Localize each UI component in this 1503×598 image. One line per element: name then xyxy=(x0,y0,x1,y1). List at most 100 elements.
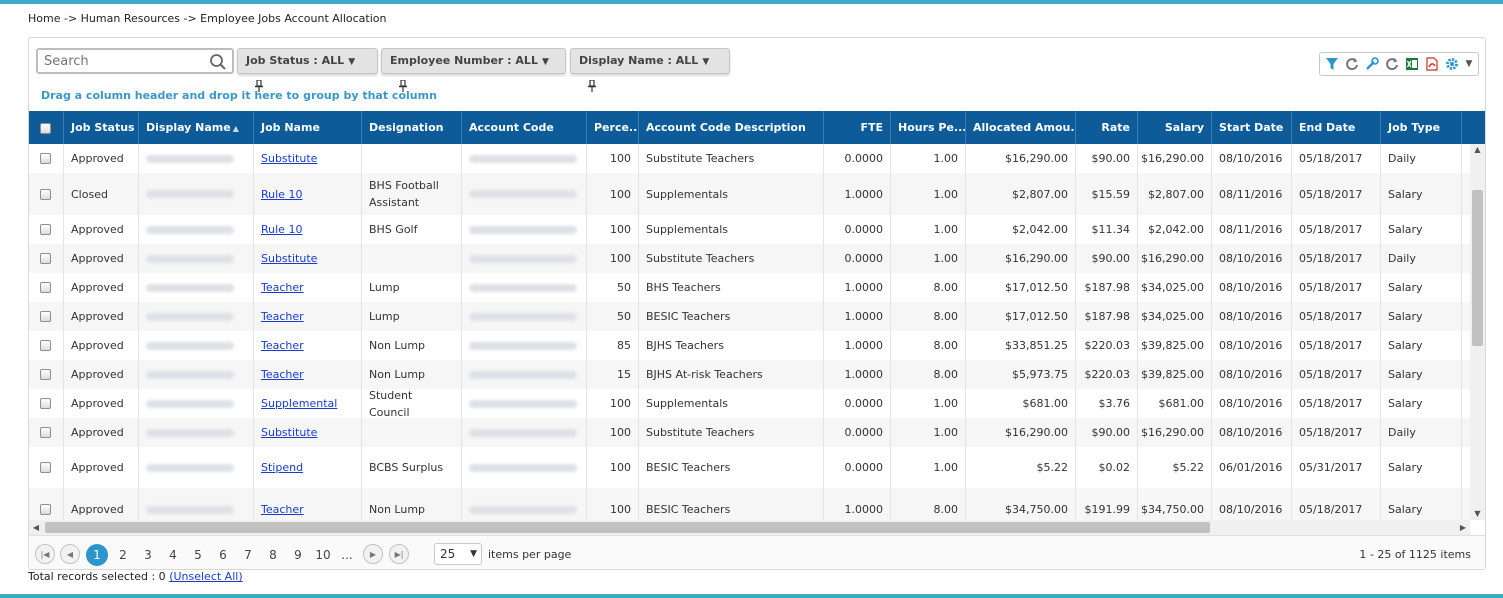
page-number-button[interactable]: 7 xyxy=(244,548,252,562)
next-page-button[interactable]: ▶ xyxy=(363,544,383,564)
job-name-link[interactable]: Rule 10 xyxy=(261,223,303,236)
row-checkbox[interactable] xyxy=(40,504,51,515)
table-row[interactable]: Approved Substitute 100 Substitute Teachers… xyxy=(29,244,1470,273)
table-row[interactable]: Approved Teacher Lump 50 BHS Teachers 1.0000 8… xyxy=(29,273,1470,302)
page-number-button[interactable]: 10 xyxy=(315,548,331,562)
employee-number-filter[interactable]: Employee Number : ALL ▼ xyxy=(381,48,566,92)
more-pages-button[interactable]: ... xyxy=(341,548,353,562)
page-number-button[interactable]: 2 xyxy=(119,548,127,562)
display-name-filter[interactable]: Display Name : ALL ▼ xyxy=(570,48,730,92)
pin-icon[interactable] xyxy=(587,80,597,92)
pdf-icon[interactable] xyxy=(1423,55,1441,73)
row-checkbox[interactable] xyxy=(40,153,51,164)
job-name-link[interactable]: Substitute xyxy=(261,426,318,439)
horizontal-scroll-thumb[interactable] xyxy=(45,522,1210,533)
job-name-link[interactable]: Teacher xyxy=(261,281,304,294)
page-size-select[interactable]: 25 ▼ xyxy=(434,543,482,565)
column-header-account-code[interactable]: Account Code xyxy=(462,111,587,144)
job-name-link[interactable]: Teacher xyxy=(261,503,304,516)
pin-icon[interactable] xyxy=(254,80,264,92)
row-checkbox[interactable] xyxy=(40,369,51,380)
filter-icon[interactable] xyxy=(1323,55,1341,73)
search-input[interactable] xyxy=(38,50,220,72)
last-page-button[interactable]: ▶| xyxy=(389,544,409,564)
page-number-button[interactable]: 5 xyxy=(194,548,202,562)
job-name-link[interactable]: Teacher xyxy=(261,310,304,323)
page-number-button[interactable]: 1 xyxy=(86,544,108,566)
column-header-percent[interactable]: Perce... xyxy=(587,111,639,144)
table-row[interactable]: Approved Teacher Non Lump 100 BESIC Teachers… xyxy=(29,488,1470,520)
row-checkbox[interactable] xyxy=(40,427,51,438)
table-row[interactable]: Approved Substitute 100 Substitute Teachers… xyxy=(29,418,1470,447)
row-checkbox[interactable] xyxy=(40,340,51,351)
column-header-account-code-description[interactable]: Account Code Description xyxy=(639,111,824,144)
column-header-fte[interactable]: FTE xyxy=(824,111,891,144)
row-checkbox[interactable] xyxy=(40,398,51,409)
first-page-button[interactable]: |◀ xyxy=(35,544,55,564)
job-name-link[interactable]: Substitute xyxy=(261,252,318,265)
row-checkbox[interactable] xyxy=(40,188,51,200)
page-number-button[interactable]: 6 xyxy=(219,548,227,562)
refresh-icon[interactable] xyxy=(1383,55,1401,73)
column-header-start-date[interactable]: Start Date xyxy=(1212,111,1292,144)
select-all-checkbox[interactable] xyxy=(40,122,51,134)
page-number-button[interactable]: 9 xyxy=(294,548,302,562)
table-row[interactable]: Approved Supplemental Student Council 100 Su… xyxy=(29,389,1470,418)
table-row[interactable]: Closed Rule 10 BHS Football Assistant 100 Su… xyxy=(29,173,1470,215)
table-row[interactable]: Approved Substitute 100 Substitute Teachers… xyxy=(29,144,1470,173)
unselect-all-link[interactable]: (Unselect All) xyxy=(169,570,243,583)
row-checkbox[interactable] xyxy=(40,282,51,293)
search-box[interactable] xyxy=(36,48,234,74)
search-icon[interactable] xyxy=(209,53,227,71)
job-status-filter[interactable]: Job Status : ALL ▼ xyxy=(237,48,378,92)
row-checkbox[interactable] xyxy=(40,253,51,264)
column-header-allocated-amount[interactable]: Allocated Amou... xyxy=(966,111,1076,144)
horizontal-scrollbar[interactable]: ◀ ▶ xyxy=(29,520,1470,535)
column-header-hours-per[interactable]: Hours Pe... xyxy=(891,111,966,144)
column-header-rate[interactable]: Rate xyxy=(1076,111,1138,144)
scroll-down-icon[interactable]: ▼ xyxy=(1474,509,1481,518)
table-row[interactable]: Approved Teacher Non Lump 85 BJHS Teachers 1.… xyxy=(29,331,1470,360)
refresh-icon[interactable] xyxy=(1343,55,1361,73)
start-cell: 08/10/2016 xyxy=(1212,244,1292,273)
table-row[interactable]: Approved Stipend BCBS Surplus 100 BESIC Teac… xyxy=(29,447,1470,488)
job-name-link[interactable]: Teacher xyxy=(261,368,304,381)
previous-page-button[interactable]: ◀ xyxy=(60,544,80,564)
column-header-end-date[interactable]: End Date xyxy=(1292,111,1381,144)
row-checkbox-cell xyxy=(29,418,64,447)
column-header-salary[interactable]: Salary xyxy=(1138,111,1212,144)
scroll-right-icon[interactable]: ▶ xyxy=(1459,523,1467,532)
page-number-button[interactable]: 3 xyxy=(144,548,152,562)
page-number-button[interactable]: 4 xyxy=(169,548,177,562)
column-header-display-name[interactable]: Display Name ▲ xyxy=(139,111,254,144)
column-header-job-name[interactable]: Job Name xyxy=(254,111,362,144)
column-header-job-type[interactable]: Job Type xyxy=(1381,111,1462,144)
pin-icon[interactable] xyxy=(398,80,408,92)
rate-cell: $11.34 xyxy=(1076,215,1138,244)
rate-cell: $191.99 xyxy=(1076,488,1138,520)
job-name-link[interactable]: Substitute xyxy=(261,152,318,165)
scroll-left-icon[interactable]: ◀ xyxy=(32,523,40,532)
excel-icon[interactable] xyxy=(1403,55,1421,73)
chevron-down-icon[interactable]: ▼ xyxy=(1465,59,1473,69)
page-number-button[interactable]: 8 xyxy=(269,548,277,562)
vertical-scrollbar[interactable]: ▲ ▼ xyxy=(1470,144,1485,520)
gear-icon[interactable] xyxy=(1443,55,1461,73)
job-name-link[interactable]: Stipend xyxy=(261,461,304,474)
row-checkbox[interactable] xyxy=(40,311,51,322)
table-row[interactable]: Approved Teacher Non Lump 15 BJHS At-risk Te… xyxy=(29,360,1470,389)
desc-cell: BESIC Teachers xyxy=(639,488,824,520)
row-checkbox[interactable] xyxy=(40,462,51,473)
scroll-up-icon[interactable]: ▲ xyxy=(1474,145,1481,154)
column-header-designation[interactable]: Designation xyxy=(362,111,462,144)
job-name-link[interactable]: Supplemental xyxy=(261,397,338,410)
column-header-job-status[interactable]: Job Status xyxy=(64,111,139,144)
vertical-scroll-thumb[interactable] xyxy=(1472,190,1483,346)
wrench-icon[interactable] xyxy=(1363,55,1381,73)
job-name-link[interactable]: Teacher xyxy=(261,339,304,352)
row-checkbox[interactable] xyxy=(40,224,51,235)
job-name-link[interactable]: Rule 10 xyxy=(261,187,303,201)
allocated-cell: $5,973.75 xyxy=(966,360,1076,389)
table-row[interactable]: Approved Teacher Lump 50 BESIC Teachers 1.000… xyxy=(29,302,1470,331)
table-row[interactable]: Approved Rule 10 BHS Golf 100 Supplementals 0… xyxy=(29,215,1470,244)
